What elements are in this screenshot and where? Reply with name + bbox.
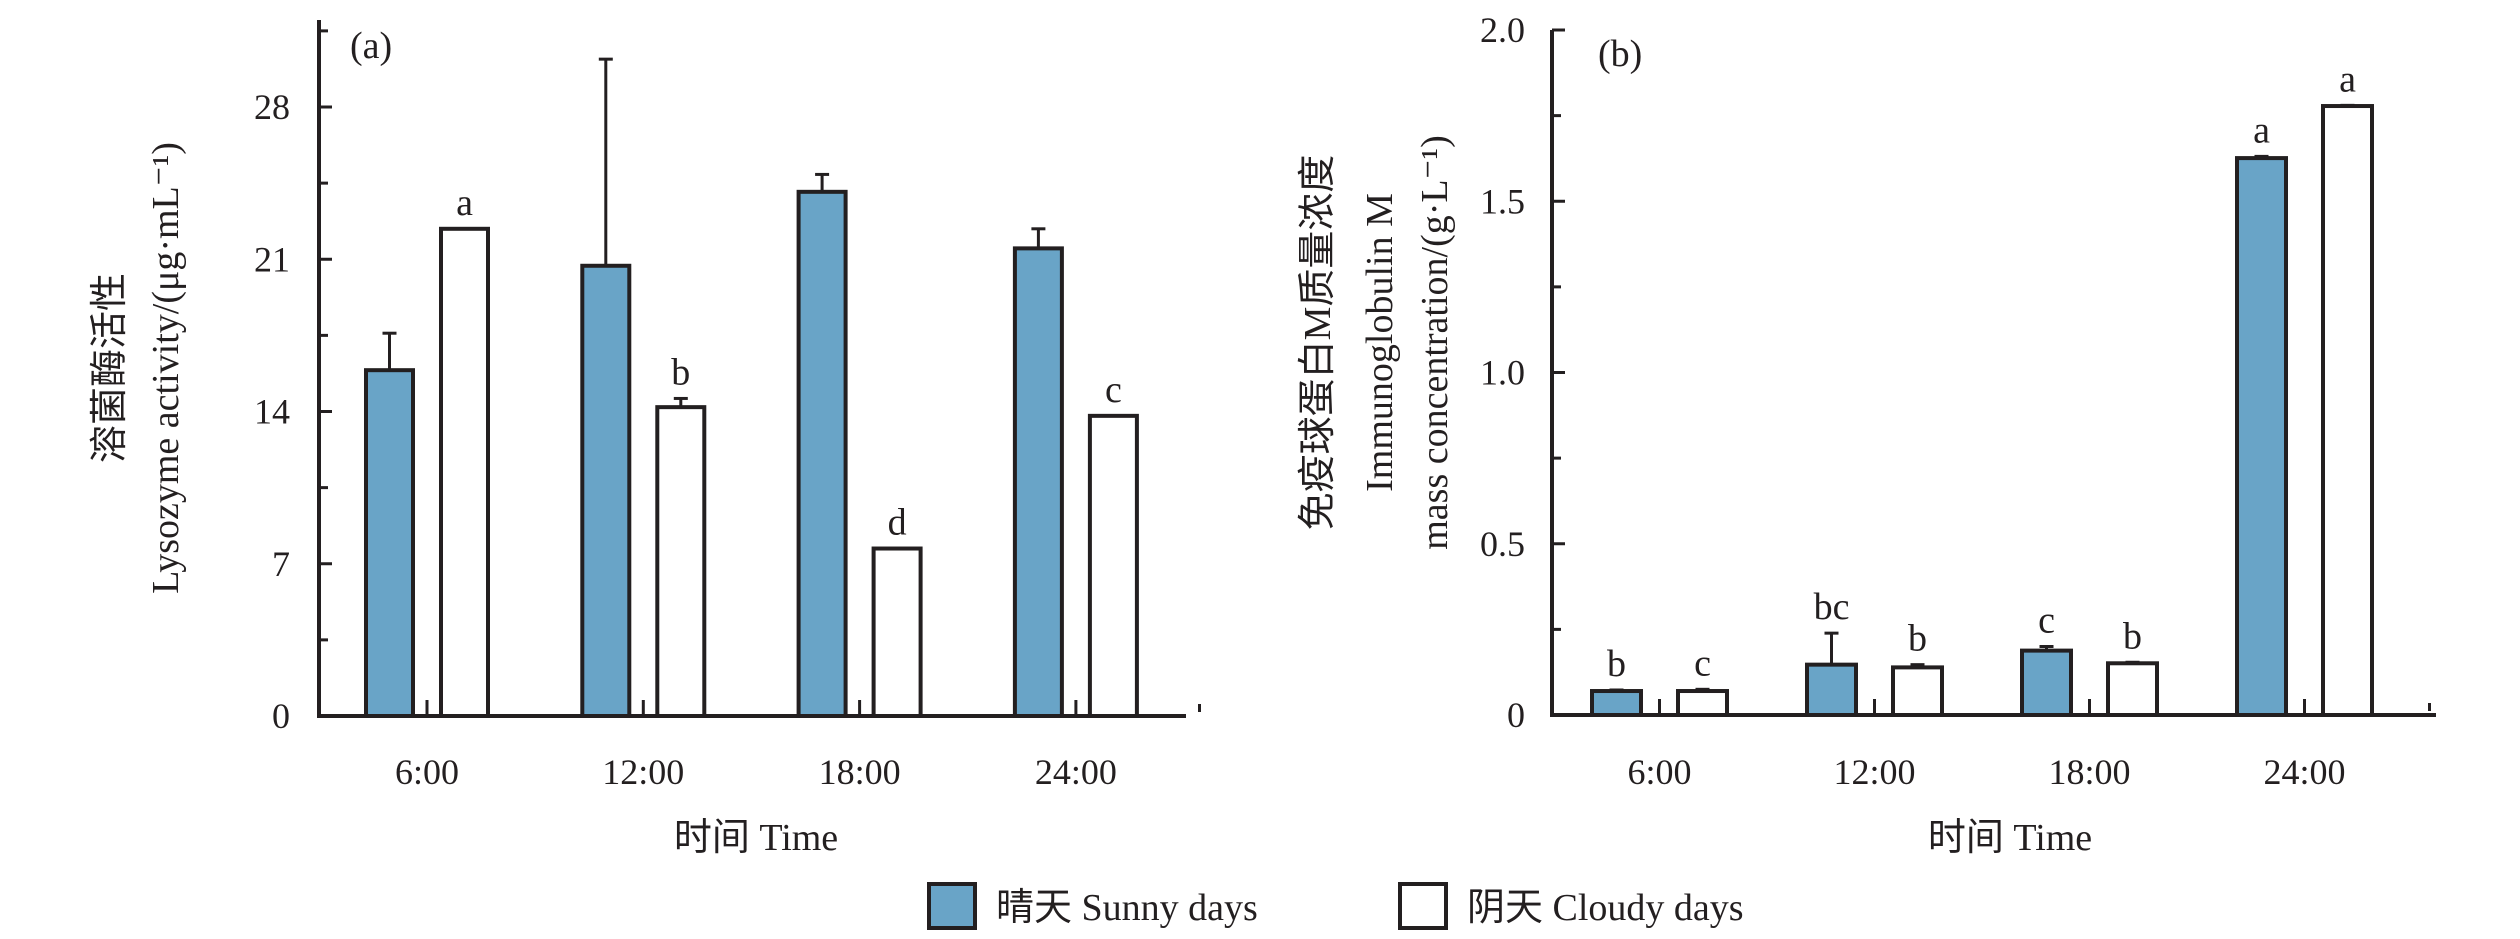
y-tick-label-b: 2.0 (1480, 10, 1525, 50)
significance-letter-sunny-b: a (2253, 109, 2270, 151)
bar-sunny-1200-a[interactable] (580, 263, 632, 718)
x-tick-label-b: 12:00 (1833, 752, 1915, 792)
legend: 晴天 Sunny days 阴天 Cloudy days (927, 882, 1744, 930)
legend-label-sunny: 晴天 Sunny days (996, 887, 1258, 929)
bar-cloudy-1200-a[interactable] (655, 405, 707, 718)
x-tick-label-a: 12:00 (602, 752, 684, 792)
bar-sunny-600-b[interactable] (1590, 689, 1643, 718)
panel-label-a: (a) (350, 25, 392, 67)
bar-sunny-600-a[interactable] (364, 368, 415, 718)
bar-cloudy-2400-a[interactable] (1087, 413, 1139, 718)
significance-letter-cloudy-b: b (1908, 618, 1927, 660)
y-tick-label-a: 28 (254, 87, 290, 127)
y-axis-title-line-b: 免疫球蛋白M质量浓度 (1297, 155, 1339, 531)
x-tick-label-a: 6:00 (395, 752, 459, 792)
x-tick-label-a: 24:00 (1035, 752, 1117, 792)
significance-letter-cloudy-b: c (1694, 642, 1711, 684)
x-axis-end-tick-b (2428, 703, 2431, 711)
significance-letter-cloudy-a: b (671, 351, 690, 393)
significance-letter-cloudy-b: b (2123, 615, 2142, 657)
significance-letter-sunny-b: bc (1814, 586, 1850, 628)
bar-sunny-1800-a[interactable] (796, 189, 848, 718)
x-axis-title-b: 时间 Time (1928, 817, 2092, 859)
bar-cloudy-1800-a[interactable] (871, 546, 923, 719)
x-tick-label-b: 6:00 (1627, 752, 1691, 792)
legend-swatch-cloudy (1398, 882, 1448, 930)
panel-a-lysozyme-chart: 0 7 14 21 28 溶菌酶活性 Lysozyme activity/(μg·mL⁻¹)… (89, 20, 1201, 859)
legend-item-cloudy[interactable]: 阴天 Cloudy days (1398, 882, 1744, 930)
significance-letter-sunny-b: b (1607, 643, 1626, 685)
significance-letter-sunny-b: c (2038, 600, 2055, 642)
bar-sunny-2400-a[interactable] (1012, 246, 1064, 718)
y-tick-label-a: 14 (254, 392, 290, 432)
bar-cloudy-600-a[interactable] (439, 226, 490, 719)
bar-sunny-1800-b[interactable] (2020, 648, 2073, 717)
x-tick-label-b: 24:00 (2263, 752, 2345, 792)
panel-b-igm-chart: 0 0.5 1.0 1.5 2.0 免疫球蛋白M质量浓度 Immunoglobulin M m… (1297, 10, 2436, 859)
x-axis-end-tick-a (1198, 704, 1201, 712)
bar-cloudy-1800-b[interactable] (2106, 661, 2159, 717)
legend-item-sunny[interactable]: 晴天 Sunny days (927, 882, 1258, 930)
y-tick-label-a: 7 (272, 544, 290, 584)
y-axis-title-line-b: Immunoglobulin M (1359, 193, 1401, 492)
panel-label-b: (b) (1598, 33, 1642, 75)
x-tick-label-b: 18:00 (2048, 752, 2130, 792)
y-tick-label-b: 0.5 (1480, 524, 1525, 564)
bar-cloudy-1200-b[interactable] (1891, 665, 1944, 718)
significance-letter-cloudy-b: a (2339, 58, 2356, 100)
y-axis-title-line-a: 溶菌酶活性 (89, 273, 131, 463)
legend-swatch-sunny (927, 882, 977, 930)
bar-sunny-2400-b[interactable] (2235, 156, 2288, 718)
x-axis-title-a: 时间 Time (674, 817, 838, 859)
y-axis-title-line-a: Lysozyme activity/(μg·mL⁻¹) (145, 142, 187, 594)
bar-cloudy-2400-b[interactable] (2321, 104, 2374, 718)
x-tick-label-a: 18:00 (819, 752, 901, 792)
significance-letter-cloudy-a: c (1105, 369, 1122, 411)
y-axis-title-line-b: mass concentration/(g·L⁻¹) (1414, 135, 1456, 549)
bar-cloudy-600-b[interactable] (1676, 689, 1729, 718)
y-tick-label-b: 1.5 (1480, 181, 1525, 221)
y-tick-label-b: 0 (1507, 695, 1525, 735)
y-tick-label-a: 0 (272, 696, 290, 736)
significance-letter-cloudy-a: d (888, 502, 907, 544)
y-tick-label-a: 21 (254, 239, 290, 279)
bar-sunny-1200-b[interactable] (1805, 662, 1858, 718)
legend-label-cloudy: 阴天 Cloudy days (1467, 887, 1744, 929)
significance-letter-cloudy-a: a (456, 182, 473, 224)
y-tick-label-b: 1.0 (1480, 353, 1525, 393)
